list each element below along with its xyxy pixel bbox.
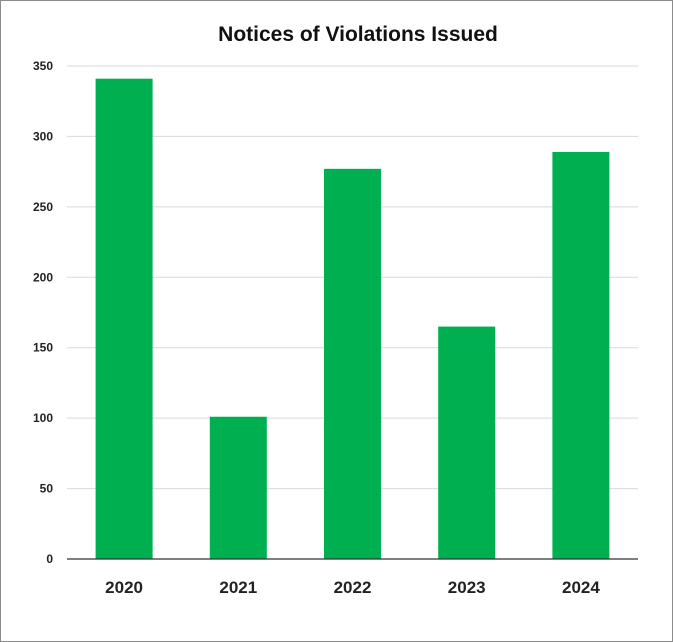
x-tick-label: 2023 <box>448 578 486 597</box>
y-tick-label: 150 <box>33 341 53 355</box>
bars <box>95 78 610 560</box>
y-tick-label: 50 <box>40 482 54 496</box>
bar-2023 <box>438 326 496 559</box>
y-axis-ticks: 0 50 100 150 200 250 300 350 <box>33 59 53 566</box>
y-tick-label: 350 <box>33 59 53 73</box>
y-tick-label: 300 <box>33 129 53 143</box>
y-tick-label: 100 <box>33 411 53 425</box>
x-tick-label: 2024 <box>562 578 600 597</box>
y-tick-label: 0 <box>46 552 53 566</box>
y-tick-label: 200 <box>33 270 53 284</box>
bar-2024 <box>552 151 610 559</box>
y-tick-label: 250 <box>33 200 53 214</box>
bar-2021 <box>209 416 267 559</box>
x-tick-label: 2022 <box>334 578 372 597</box>
chart-title: Notices of Violations Issued <box>218 23 498 46</box>
x-tick-label: 2021 <box>219 578 257 597</box>
bar-2020 <box>95 78 153 560</box>
x-tick-label: 2020 <box>105 578 143 597</box>
x-axis-ticks: 2020 2021 2022 2023 2024 <box>105 578 600 597</box>
bar-2022 <box>324 168 381 559</box>
